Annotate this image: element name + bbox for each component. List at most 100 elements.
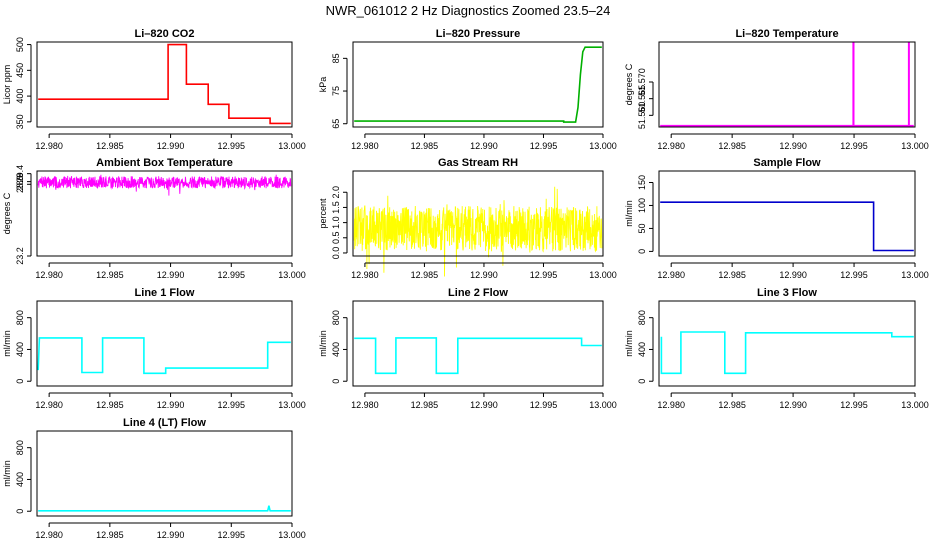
x-tick-label: 13.000	[278, 530, 306, 540]
x-tick-label: 12.985	[96, 270, 124, 280]
x-tick-label: 12.985	[96, 141, 124, 151]
series-line	[38, 505, 291, 512]
panel-title: Sample Flow	[753, 157, 821, 169]
x-tick-label: 13.000	[278, 141, 306, 151]
chart-panel: Line 1 Flow 12.980 12.985 12.990 12.995 13.00…	[2, 287, 306, 410]
series-line	[37, 337, 291, 375]
plot-frame	[658, 300, 916, 387]
x-tick-label: 12.980	[351, 141, 379, 151]
chart-panel: Ambient Box Temperature 12.980 12.985 12.99…	[2, 157, 306, 280]
y-axis-label: kPa	[318, 77, 328, 93]
x-tick-label: 12.995	[218, 141, 246, 151]
x-tick-label: 12.990	[470, 141, 498, 151]
chart-panel: Gas Stream RH 12.980 12.985 12.990 12.995 13.…	[318, 157, 617, 280]
y-tick-label: 28.6	[15, 176, 25, 194]
x-tick-label: 12.980	[657, 400, 685, 410]
x-tick-label: 13.000	[589, 400, 617, 410]
plot-frame	[352, 170, 604, 257]
y-tick-label: 0	[331, 379, 341, 384]
panel-title: Li–820 Temperature	[735, 28, 838, 40]
y-tick-label: 51.570	[637, 68, 647, 96]
x-axis: 12.980 12.985 12.990 12.995 13.000	[35, 262, 306, 280]
y-tick-label: 400	[637, 342, 647, 357]
y-tick-label: 51.560	[637, 102, 647, 130]
panel-title: Line 2 Flow	[448, 287, 508, 299]
panel-title: Line 4 (LT) Flow	[123, 417, 206, 429]
plot-frame	[352, 41, 604, 128]
x-tick-label: 12.995	[840, 400, 868, 410]
x-tick-label: 12.980	[35, 400, 63, 410]
x-tick-label: 12.990	[779, 400, 807, 410]
y-tick-label: 400	[15, 342, 25, 357]
x-tick-label: 12.985	[411, 141, 439, 151]
x-tick-label: 13.000	[589, 141, 617, 151]
y-tick-label: 800	[637, 310, 647, 325]
panel-title: Li–820 CO2	[135, 28, 195, 40]
y-axis: 65 75 85 kPa	[318, 53, 348, 129]
y-axis: 350 400 450 500 Licor ppm	[2, 37, 32, 129]
y-tick-label: 350	[15, 114, 25, 129]
series-line	[353, 186, 603, 277]
y-tick-label: 0	[15, 509, 25, 514]
y-tick-label: 29.4	[15, 165, 25, 183]
x-tick-label: 12.995	[218, 270, 246, 280]
y-tick-label: 51.565	[637, 85, 647, 113]
panel-title: Line 3 Flow	[757, 287, 817, 299]
x-tick-label: 12.995	[530, 270, 558, 280]
y-tick-label: 400	[15, 472, 25, 487]
x-tick-label: 12.980	[351, 270, 379, 280]
x-tick-label: 12.990	[779, 141, 807, 151]
y-tick-label: 0	[637, 379, 647, 384]
y-axis-label: degrees C	[2, 192, 12, 234]
panel-title: Line 1 Flow	[135, 287, 195, 299]
x-tick-label: 12.990	[157, 400, 185, 410]
x-axis: 12.980 12.985 12.990 12.995 13.000	[35, 522, 306, 540]
x-tick-label: 12.985	[96, 400, 124, 410]
chart-panel: Line 3 Flow 12.980 12.985 12.990 12.995 13.00…	[624, 287, 929, 410]
y-tick-label: 75	[331, 86, 341, 96]
y-axis-label: ml/min	[2, 460, 12, 487]
x-tick-label: 13.000	[901, 141, 929, 151]
x-tick-label: 12.995	[218, 400, 246, 410]
series-line	[660, 41, 914, 127]
series-line	[354, 337, 602, 375]
series-line	[660, 331, 914, 375]
y-tick-label: 100	[637, 198, 647, 213]
x-axis: 12.980 12.985 12.990 12.995 13.000	[351, 392, 617, 410]
x-tick-label: 12.995	[840, 270, 868, 280]
x-tick-label: 13.000	[278, 400, 306, 410]
x-tick-label: 12.985	[718, 270, 746, 280]
series-line	[354, 46, 602, 123]
panel-title: Gas Stream RH	[438, 157, 518, 169]
y-tick-label: 0	[15, 379, 25, 384]
x-axis: 12.980 12.985 12.990 12.995 13.000	[35, 133, 306, 151]
y-tick-label: 450	[15, 63, 25, 78]
x-tick-label: 12.990	[470, 270, 498, 280]
x-tick-label: 12.990	[157, 141, 185, 151]
plot-frame	[352, 300, 604, 387]
y-tick-label: 2.0	[331, 186, 341, 199]
x-axis: 12.980 12.985 12.990 12.995 13.000	[657, 133, 929, 151]
plot-frame	[36, 430, 293, 517]
figure-title: NWR_061012 2 Hz Diagnostics Zoomed 23.5–…	[326, 3, 611, 18]
y-tick-label: 800	[15, 440, 25, 455]
panel-title: Li–820 Pressure	[436, 28, 520, 40]
y-axis-label: ml/min	[2, 330, 12, 357]
plot-frame	[658, 41, 916, 128]
x-tick-label: 13.000	[901, 270, 929, 280]
y-tick-label: 800	[331, 310, 341, 325]
x-tick-label: 12.980	[657, 270, 685, 280]
x-axis: 12.980 12.985 12.990 12.995 13.000	[351, 133, 617, 151]
y-tick-label: 65	[331, 119, 341, 129]
x-tick-label: 12.990	[157, 530, 185, 540]
x-tick-label: 12.995	[840, 141, 868, 151]
